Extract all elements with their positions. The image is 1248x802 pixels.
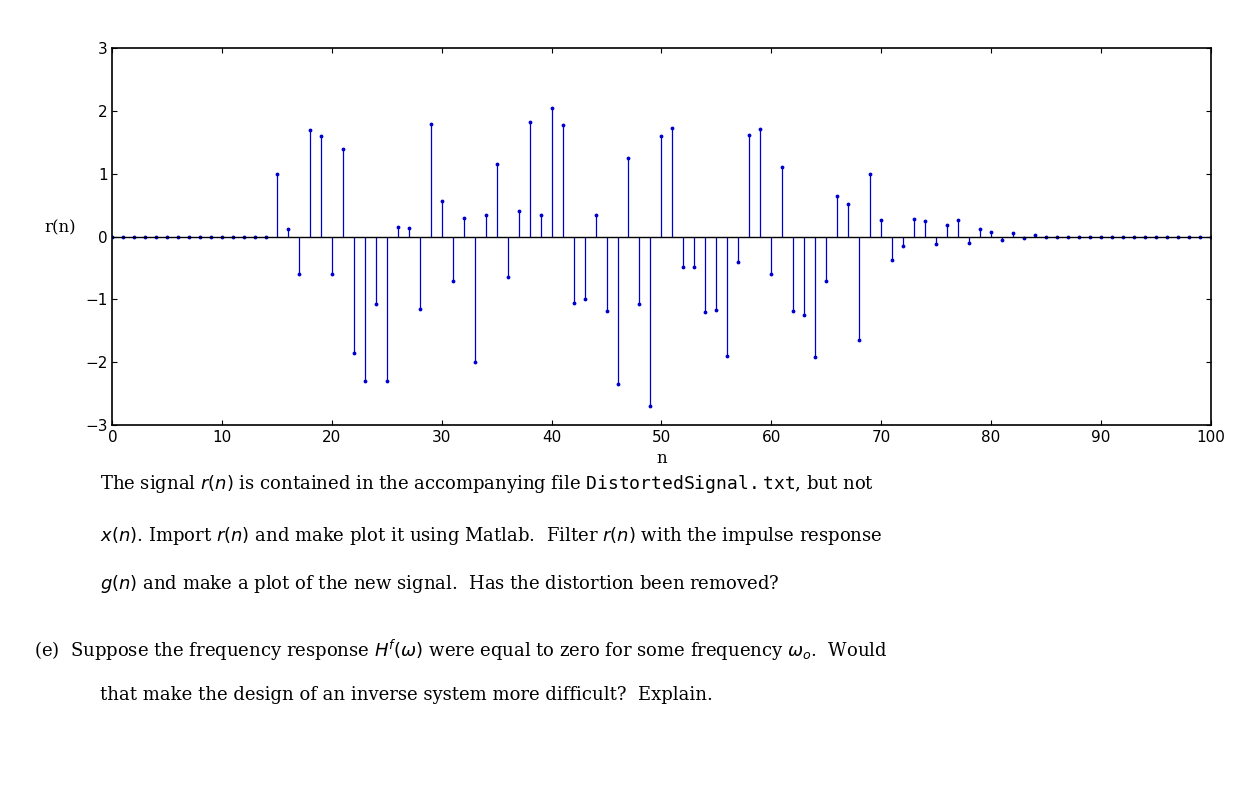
Text: (e)  Suppose the frequency response $H^f(\omega)$ were equal to zero for some fr: (e) Suppose the frequency response $H^f(… <box>34 638 887 662</box>
Y-axis label: r(n): r(n) <box>44 220 76 237</box>
Text: $g(n)$ and make a plot of the new signal.  Has the distortion been removed?: $g(n)$ and make a plot of the new signal… <box>100 573 780 595</box>
X-axis label: n: n <box>656 451 666 468</box>
Text: $x(n)$. Import $r(n)$ and make plot it using Matlab.  Filter $r(n)$ with the imp: $x(n)$. Import $r(n)$ and make plot it u… <box>100 525 882 547</box>
Text: The signal $r(n)$ is contained in the accompanying file $\mathtt{DistortedSignal: The signal $r(n)$ is contained in the ac… <box>100 473 874 495</box>
Text: that make the design of an inverse system more difficult?  Explain.: that make the design of an inverse syste… <box>100 686 713 703</box>
